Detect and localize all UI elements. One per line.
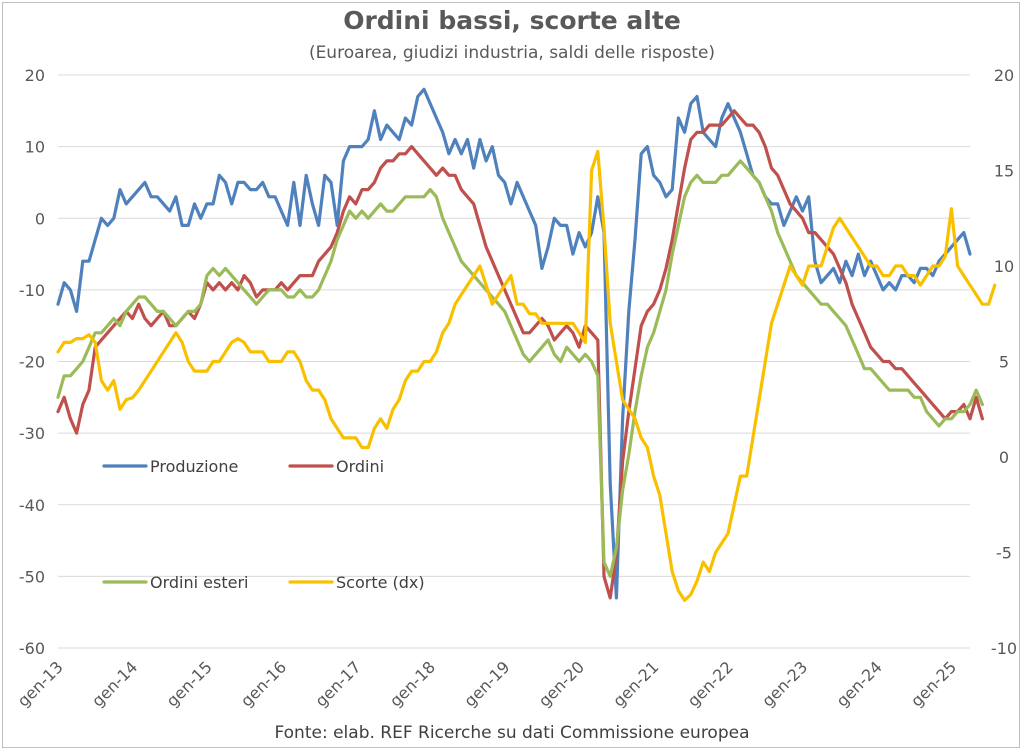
series-line-produzione [56,87,972,600]
left-tick-label: 20 [25,66,45,85]
x-tick-label: gen-23 [758,657,811,710]
left-y-axis: 20 10 0 -10 -20 -30 -40 -50 -60 [19,66,45,658]
gridlines [58,74,970,649]
left-tick-label: -50 [19,567,45,586]
chart-subtitle: (Euroarea, giudizi industria, saldi dell… [308,43,716,63]
x-tick-label: gen-16 [237,657,290,710]
series-lines [56,87,997,602]
legend-label-produzione: Produzione [150,457,238,476]
x-tick-label: gen-19 [460,657,513,710]
x-tick-label: gen-24 [833,657,886,710]
legend-label-ordini-esteri: Ordini esteri [150,573,248,592]
series-line-ordini [56,109,985,600]
x-tick-label: gen-25 [907,657,960,710]
x-tick-label: gen-14 [88,657,141,710]
x-tick-label: gen-18 [386,657,439,710]
chart-source: Fonte: elab. REF Ricerche su dati Commis… [274,723,750,743]
chart-title: Ordini bassi, scorte alte [343,6,681,35]
right-tick-label: 15 [994,162,1014,181]
right-tick-label: 20 [994,66,1014,85]
series-line-ordini-esteri [56,159,985,579]
x-tick-label: gen-22 [684,657,737,710]
legend-label-ordini: Ordini [336,457,384,476]
right-tick-label: 0 [999,448,1009,467]
x-tick-label: gen-20 [535,657,588,710]
left-tick-label: 10 [25,138,45,157]
right-tick-label: -10 [991,639,1017,658]
left-tick-label: -30 [19,424,45,443]
left-tick-label: 0 [35,209,45,228]
right-tick-label: 5 [999,353,1009,372]
left-tick-label: -20 [19,353,45,372]
left-tick-label: -60 [19,639,45,658]
left-tick-label: -10 [19,281,45,300]
x-tick-label: gen-15 [162,657,215,710]
x-tick-label: gen-13 [14,657,67,710]
series-line-scorte-dx [56,149,997,602]
right-y-axis: 20 15 10 5 0 -5 -10 [991,66,1017,658]
right-tick-label: -5 [996,544,1012,563]
legend-label-scorte-dx: Scorte (dx) [336,573,425,592]
x-tick-label: gen-21 [609,657,662,710]
right-tick-label: 10 [994,257,1014,276]
x-axis: gen-13 gen-14 gen-15 gen-16 gen-17 gen-18 gen-… [14,657,961,710]
x-tick-label: gen-17 [311,657,364,710]
left-tick-label: -40 [19,496,45,515]
legend: Produzione Ordini Ordini esteri Scorte (dx) [102,457,425,592]
